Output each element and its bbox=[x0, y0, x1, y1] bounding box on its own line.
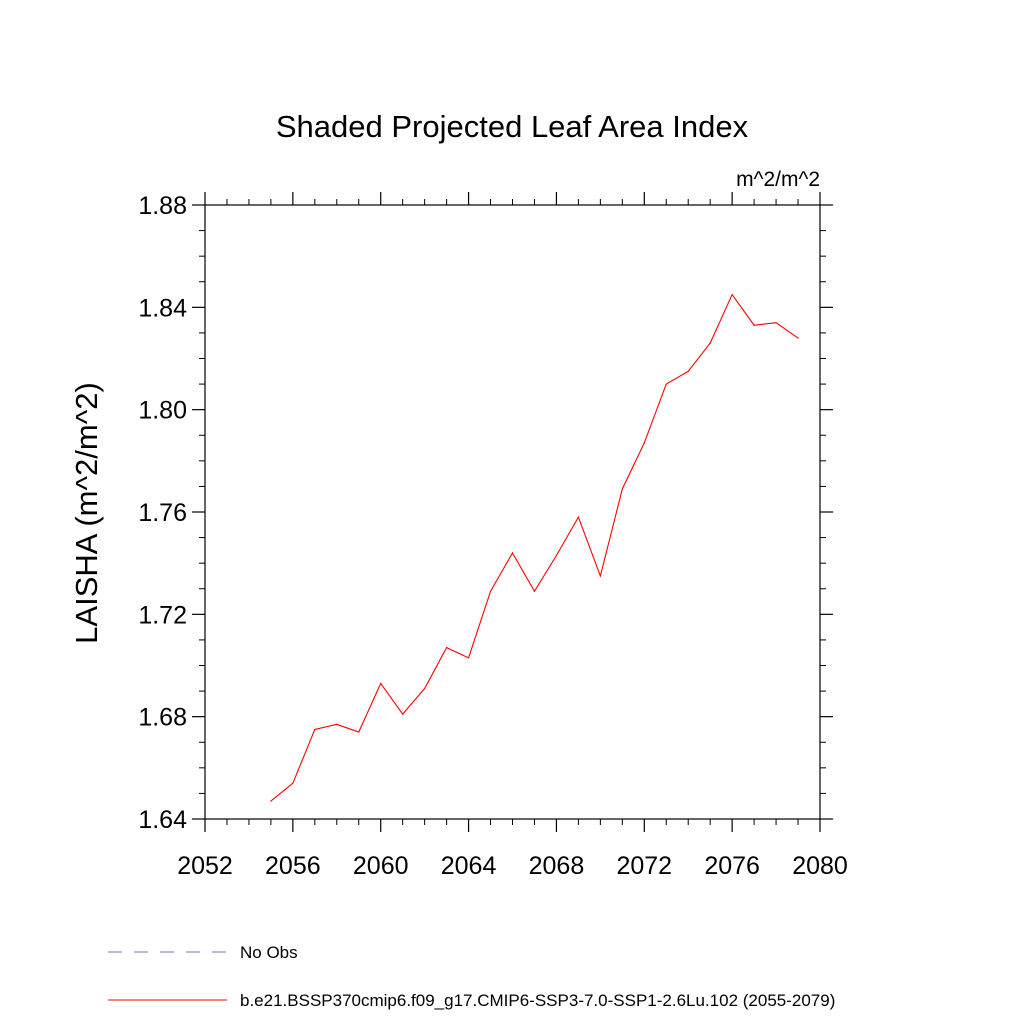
x-axis-tick-labels: 2052 2056 2060 2064 2068 2072 2076 2080 bbox=[177, 852, 848, 880]
data-point bbox=[687, 370, 689, 372]
x-tick-label: 2060 bbox=[353, 852, 409, 880]
x-axis-ticks bbox=[204, 192, 821, 832]
x-tick-label: 2072 bbox=[616, 852, 672, 880]
x-tick-label: 2080 bbox=[792, 852, 848, 880]
data-point bbox=[775, 322, 777, 324]
data-point bbox=[709, 342, 711, 344]
legend-label-0: No Obs bbox=[240, 943, 298, 962]
data-point bbox=[292, 782, 294, 784]
series-layer bbox=[270, 293, 799, 802]
y-tick-label: 1.64 bbox=[138, 806, 187, 834]
x-tick-label: 2052 bbox=[177, 852, 233, 880]
data-point bbox=[314, 728, 316, 731]
data-point bbox=[467, 657, 470, 659]
units-label: m^2/m^2 bbox=[736, 168, 820, 191]
legend-label-1: b.e21.BSSP370cmip6.f09_g17.CMIP6-SSP3-7.… bbox=[240, 991, 835, 1010]
legend: No Obs b.e21.BSSP370cmip6.f09_g17.CMIP6-S… bbox=[108, 943, 835, 1010]
y-tick-label: 1.72 bbox=[138, 601, 187, 629]
data-point bbox=[358, 731, 360, 733]
data-point bbox=[797, 337, 799, 339]
x-tick-label: 2076 bbox=[704, 852, 760, 880]
data-point bbox=[753, 324, 755, 326]
data-point bbox=[446, 646, 448, 649]
data-point bbox=[489, 590, 492, 592]
y-tick-label: 1.84 bbox=[138, 294, 187, 322]
y-tick-label: 1.80 bbox=[138, 397, 187, 425]
y-axis-label: LAISHA (m^2/m^2) bbox=[69, 382, 104, 644]
y-axis-tick-labels: 1.64 1.68 1.72 1.76 1.80 1.84 1.88 bbox=[138, 192, 187, 834]
series-line-1 bbox=[270, 293, 799, 802]
chart-title: Shaded Projected Leaf Area Index bbox=[276, 109, 749, 144]
data-point bbox=[402, 713, 404, 715]
data-point bbox=[555, 554, 558, 557]
y-tick-label: 1.88 bbox=[138, 192, 187, 220]
plot-frame bbox=[204, 204, 821, 820]
data-point bbox=[270, 800, 272, 802]
data-point bbox=[533, 590, 536, 592]
y-axis-ticks bbox=[192, 204, 833, 820]
data-point bbox=[336, 723, 338, 725]
x-tick-label: 2068 bbox=[529, 852, 585, 880]
x-tick-label: 2064 bbox=[441, 852, 497, 880]
data-point bbox=[424, 687, 426, 690]
data-point bbox=[731, 293, 733, 296]
data-point bbox=[665, 383, 667, 385]
data-point bbox=[511, 552, 514, 554]
data-point bbox=[599, 575, 601, 577]
data-point bbox=[621, 488, 623, 490]
y-tick-label: 1.76 bbox=[138, 499, 187, 527]
data-point bbox=[380, 682, 382, 685]
data-point bbox=[643, 442, 645, 444]
x-tick-label: 2056 bbox=[265, 852, 321, 880]
y-tick-label: 1.68 bbox=[138, 704, 187, 732]
data-point bbox=[577, 516, 579, 518]
